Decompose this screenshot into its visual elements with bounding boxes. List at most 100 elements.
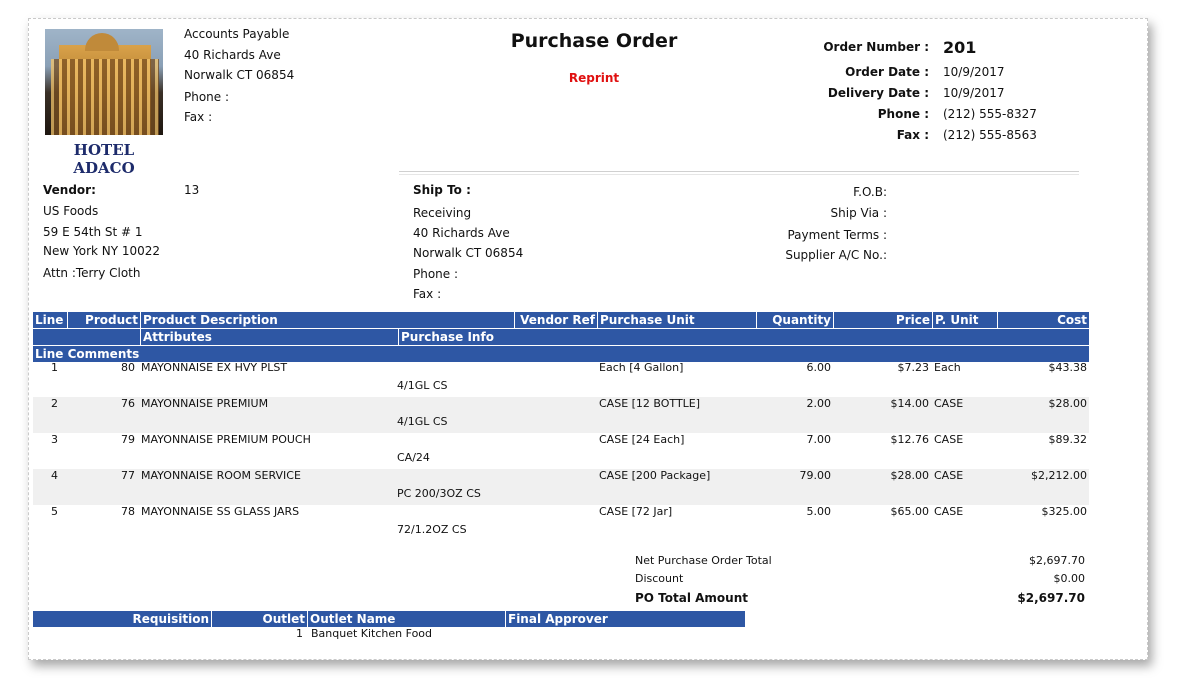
col-purchase-info-header: Purchase Info (398, 329, 1089, 345)
row-quantity: 5.00 (806, 505, 832, 518)
purchase-order-sheet: HOTEL ADACO Accounts Payable 40 Richards… (28, 18, 1148, 660)
row-line: 3 (51, 433, 58, 446)
row-line: 4 (51, 469, 58, 482)
row-purchase-unit: CASE [72 Jar] (599, 505, 673, 518)
fax-value: (212) 555-8563 (943, 128, 1037, 142)
delivery-date-label: Delivery Date : (827, 86, 929, 100)
phone-label: Phone : (877, 107, 929, 121)
row-product: 80 (121, 361, 135, 374)
row-quantity: 79.00 (799, 469, 832, 482)
row-purchase-info: 72/1.2OZ CS (397, 523, 467, 536)
ship-to-phone-label: Phone : (413, 267, 459, 281)
row-price: $14.00 (890, 397, 930, 410)
col-outlet-header: Outlet (211, 611, 307, 627)
col-price-header: Price (833, 312, 932, 328)
col-line-header: Line (35, 313, 64, 327)
row-purchase-info: PC 200/3OZ CS (397, 487, 481, 500)
net-total-label: Net Purchase Order Total (635, 554, 772, 567)
supplier-account-label: Supplier A/C No.: (785, 248, 887, 262)
row-price: $65.00 (890, 505, 930, 518)
row-cost: $28.00 (1048, 397, 1088, 410)
table-row: 5 78 MAYONNAISE SS GLASS JARS CASE [72 J… (33, 505, 1089, 541)
row-p-unit: CASE (934, 469, 964, 482)
delivery-date-value: 10/9/2017 (943, 86, 1005, 100)
col-requisition-header: Requisition (132, 612, 209, 626)
phone-value: (212) 555-8327 (943, 107, 1037, 121)
table-row: 2 76 MAYONNAISE PREMIUM CASE [12 BOTTLE]… (33, 397, 1089, 433)
row-purchase-unit: CASE [12 BOTTLE] (599, 397, 701, 410)
header-divider-2 (399, 174, 1079, 175)
row-line: 5 (51, 505, 58, 518)
row-p-unit: CASE (934, 433, 964, 446)
table-header-row-2: Attributes Purchase Info (33, 329, 1089, 345)
row-purchase-unit: CASE [200 Package] (599, 469, 711, 482)
vendor-attn: Attn :Terry Cloth (43, 266, 141, 280)
row-purchase-unit: Each [4 Gallon] (599, 361, 684, 374)
row-purchase-info: 4/1GL CS (397, 379, 448, 392)
payment-terms-label: Payment Terms : (787, 228, 887, 242)
col-purchase-unit-header: Purchase Unit (597, 312, 756, 328)
row-product: 77 (121, 469, 135, 482)
row-line: 1 (51, 361, 58, 374)
row-quantity: 7.00 (806, 433, 832, 446)
row-purchase-unit: CASE [24 Each] (599, 433, 685, 446)
fob-label: F.O.B: (853, 185, 887, 199)
col-quantity-header: Quantity (756, 312, 833, 328)
row-cost: $325.00 (1041, 505, 1088, 518)
row-product: 76 (121, 397, 135, 410)
company-line-1: Accounts Payable (184, 27, 290, 41)
ship-to-fax-label: Fax : (413, 287, 442, 301)
discount-label: Discount (635, 572, 684, 585)
row-description: MAYONNAISE ROOM SERVICE (141, 469, 301, 482)
vendor-address-2: New York NY 10022 (43, 244, 161, 258)
col-attributes-header: Attributes (140, 329, 398, 345)
ship-via-label: Ship Via : (830, 206, 887, 220)
requisition-header-row: Requisition Outlet Outlet Name Final App… (33, 611, 745, 627)
header-divider (399, 171, 1079, 172)
requisition-outlet-name-value: Banquet Kitchen Food (311, 627, 433, 640)
col-p-unit-header: P. Unit (932, 312, 997, 328)
order-number-value: 201 (943, 38, 977, 57)
col-line-comments-header: Line Comments (35, 347, 140, 361)
requisition-outlet-value: 1 (296, 627, 303, 640)
reprint-label: Reprint (568, 71, 620, 85)
net-total-value: $2,697.70 (1029, 554, 1085, 567)
fax-label: Fax : (896, 128, 929, 142)
ship-to-line-1: Receiving (413, 206, 472, 220)
vendor-name: US Foods (43, 204, 99, 218)
row-price: $7.23 (897, 361, 930, 374)
col-vendor-ref-header: Vendor Ref (514, 312, 597, 328)
vendor-id: 13 (184, 183, 200, 197)
row-description: MAYONNAISE PREMIUM POUCH (141, 433, 311, 446)
vendor-address-1: 59 E 54th St # 1 (43, 225, 143, 239)
hotel-logo-image (45, 29, 163, 135)
discount-value: $0.00 (1053, 572, 1086, 585)
ship-to-line-3: Norwalk CT 06854 (413, 246, 524, 260)
row-quantity: 2.00 (806, 397, 832, 410)
hotel-dome-graphic (85, 33, 119, 51)
hotel-building-graphic (51, 45, 159, 135)
table-header-row-1: Line Product Product Description Vendor … (33, 312, 1089, 328)
row-description: MAYONNAISE SS GLASS JARS (141, 505, 300, 518)
row-price: $12.76 (890, 433, 930, 446)
row-purchase-info: 4/1GL CS (397, 415, 448, 428)
row-purchase-info: CA/24 (397, 451, 430, 464)
order-number-label: Order Number : (823, 40, 929, 54)
row-p-unit: CASE (934, 505, 964, 518)
row-description: MAYONNAISE PREMIUM (141, 397, 269, 410)
company-fax-label: Fax : (184, 110, 213, 124)
col-description-header: Product Description (140, 312, 514, 328)
row-p-unit: Each (934, 361, 961, 374)
row-cost: $2,212.00 (1031, 469, 1087, 482)
col-product-header: Product (67, 312, 140, 328)
company-phone-label: Phone : (184, 90, 230, 104)
po-total-value: $2,697.70 (1017, 591, 1085, 605)
row-product: 79 (121, 433, 135, 446)
vendor-label: Vendor: (43, 183, 96, 197)
ship-to-label: Ship To : (413, 183, 471, 197)
row-description: MAYONNAISE EX HVY PLST (141, 361, 288, 374)
col-final-approver-header: Final Approver (505, 611, 745, 627)
row-product: 78 (121, 505, 135, 518)
order-date-label: Order Date : (845, 65, 929, 79)
col-cost-header: Cost (997, 312, 1089, 328)
